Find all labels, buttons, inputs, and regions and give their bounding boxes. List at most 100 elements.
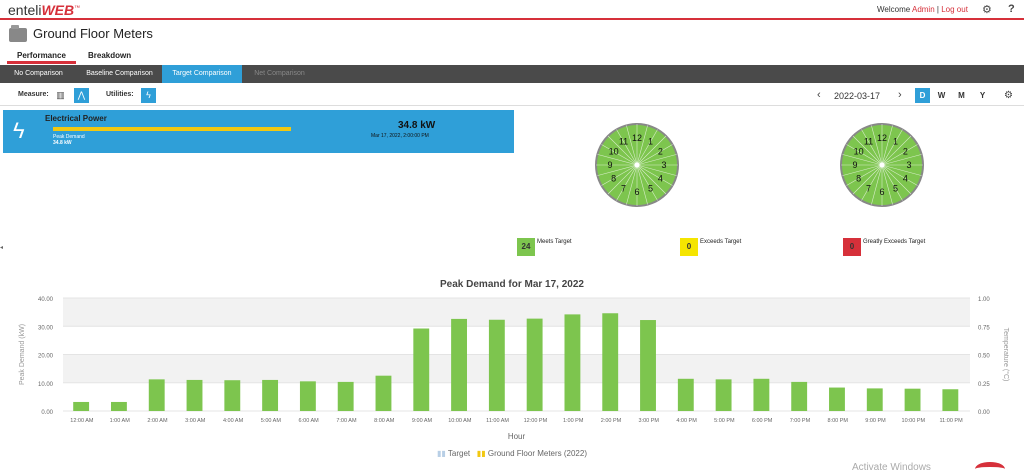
x-tick-label: 9:00 PM xyxy=(865,418,886,424)
clock-number: 7 xyxy=(621,183,626,193)
clock-segment xyxy=(601,144,638,166)
bar xyxy=(375,375,392,411)
clock-segment xyxy=(636,164,673,186)
clock-segment xyxy=(846,144,883,166)
clock-segment xyxy=(597,164,638,176)
clock-number: 9 xyxy=(852,160,857,170)
clock-segment xyxy=(636,135,667,166)
clock-number: 1 xyxy=(893,137,898,147)
y2-axis-label: Temperature (°C) xyxy=(1002,328,1010,382)
help-icon[interactable]: ? xyxy=(1008,3,1015,15)
welcome-prefix: Welcome xyxy=(877,5,911,14)
bar-chart-icon[interactable]: ▥ xyxy=(53,88,68,103)
clock-segment xyxy=(842,154,883,166)
clock-number: 6 xyxy=(634,187,639,197)
peak-demand-chart: 0.00 10.00 20.00 30.00 40.00 0.00 0.25 0.50 0.75… xyxy=(19,297,1010,441)
greatly-exceeds-target-label: Greatly Exceeds Target xyxy=(863,239,926,245)
clock-segment xyxy=(881,164,893,205)
x-tick-label: 10:00 AM xyxy=(448,418,472,424)
period-year-button[interactable]: Y xyxy=(979,91,986,100)
meets-target-label: Meets Target xyxy=(537,239,572,245)
period-month-button[interactable]: M xyxy=(958,91,965,100)
chevron-left-icon[interactable]: ‹ xyxy=(817,89,821,101)
page-title: Ground Floor Meters xyxy=(33,26,153,41)
clock-segment xyxy=(881,154,922,166)
clock-segment xyxy=(626,164,638,205)
collapse-handle[interactable]: ◂ xyxy=(0,245,4,251)
y2-tick-label: 0.75 xyxy=(978,325,990,331)
x-tick-label: 8:00 AM xyxy=(374,418,395,424)
clock-segment xyxy=(881,164,903,201)
date-picker[interactable]: 2022-03-17 xyxy=(834,91,881,101)
clock-number: 4 xyxy=(658,174,663,184)
target-comparison-button[interactable]: Target Comparison xyxy=(162,65,242,83)
x-tick-label: 4:00 AM xyxy=(223,418,244,424)
top-bar: enteliWEB™ Welcome Admin | Log out ⚙ ? xyxy=(0,0,1024,20)
y-tick-label: 0.00 xyxy=(41,410,53,416)
bar xyxy=(829,387,845,411)
clock-segment xyxy=(636,125,648,166)
gear-icon[interactable]: ⚙ xyxy=(982,4,992,16)
panel-timestamp: Mar 17, 2022, 2:00:00 PM xyxy=(371,133,429,139)
x-tick-label: 6:00 AM xyxy=(299,418,320,424)
brand-arc xyxy=(975,462,1005,476)
meters-legend-label[interactable]: Ground Floor Meters (2022) xyxy=(487,449,587,458)
clock-number: 12 xyxy=(877,133,887,143)
x-tick-label: 7:00 AM xyxy=(336,418,357,424)
bolt-icon[interactable]: ϟ xyxy=(141,88,156,103)
bar xyxy=(677,378,694,411)
period-week-button[interactable]: W xyxy=(937,91,946,100)
separator: | xyxy=(936,5,939,14)
clock-number: 8 xyxy=(611,174,616,184)
exceeds-target-label: Exceeds Target xyxy=(700,239,742,245)
clock-number: 3 xyxy=(906,160,911,170)
x-tick-label: 8:00 PM xyxy=(827,418,848,424)
net-comparison-button[interactable]: Net Comparison xyxy=(254,70,305,77)
bar xyxy=(451,318,467,411)
y-tick-label: 30.00 xyxy=(38,325,54,331)
x-tick-label: 12:00 AM xyxy=(70,418,94,424)
x-tick-label: 9:00 AM xyxy=(412,418,433,424)
clock-segment xyxy=(881,125,893,166)
welcome-text: Welcome Admin | Log out xyxy=(877,5,968,14)
plot-band xyxy=(63,298,970,327)
y-axis-label: Peak Demand (kW) xyxy=(19,324,26,385)
clock-segment xyxy=(636,164,677,176)
gear-icon[interactable]: ⚙ xyxy=(1004,90,1013,101)
x-axis-label: Hour xyxy=(508,432,526,441)
line-chart-icon[interactable]: ⋀ xyxy=(74,88,89,103)
y-tick-label: 20.00 xyxy=(38,354,54,360)
clock-segment xyxy=(636,164,667,195)
electrical-power-panel[interactable]: ϟ Electrical Power Peak Demand 34.8 kW 34… xyxy=(3,110,514,153)
clock-segment xyxy=(636,154,677,166)
clock-segment xyxy=(871,164,883,205)
chart-title: Peak Demand for Mar 17, 2022 xyxy=(440,279,584,290)
clock-center xyxy=(879,162,885,168)
period-day-button[interactable]: D xyxy=(915,88,930,103)
user-link[interactable]: Admin xyxy=(911,5,935,14)
bar xyxy=(413,328,430,411)
chevron-right-icon[interactable]: › xyxy=(898,89,902,101)
x-tick-label: 6:00 PM xyxy=(752,418,773,424)
clock-segment xyxy=(636,129,658,166)
bar xyxy=(224,380,241,411)
bar xyxy=(488,319,505,411)
tab-performance[interactable]: Performance xyxy=(7,50,76,64)
clock-number: 2 xyxy=(903,147,908,157)
x-tick-label: 2:00 AM xyxy=(147,418,168,424)
y-tick-label: 40.00 xyxy=(38,297,54,303)
target-legend-icon[interactable]: ▮▮ xyxy=(437,449,446,458)
x-tick-label: 5:00 AM xyxy=(261,418,282,424)
clock-segment xyxy=(636,144,673,166)
clock-segment xyxy=(852,164,883,195)
clock-number: 1 xyxy=(648,137,653,147)
target-legend-label[interactable]: Target xyxy=(447,449,471,458)
meters-legend-icon[interactable]: ▮▮ xyxy=(476,449,486,458)
logout-link[interactable]: Log out xyxy=(941,5,968,14)
bar xyxy=(564,314,581,411)
no-comparison-button[interactable]: No Comparison xyxy=(14,70,63,77)
baseline-comparison-button[interactable]: Baseline Comparison xyxy=(86,70,153,77)
tab-breakdown[interactable]: Breakdown xyxy=(88,51,132,60)
bar xyxy=(337,381,354,411)
